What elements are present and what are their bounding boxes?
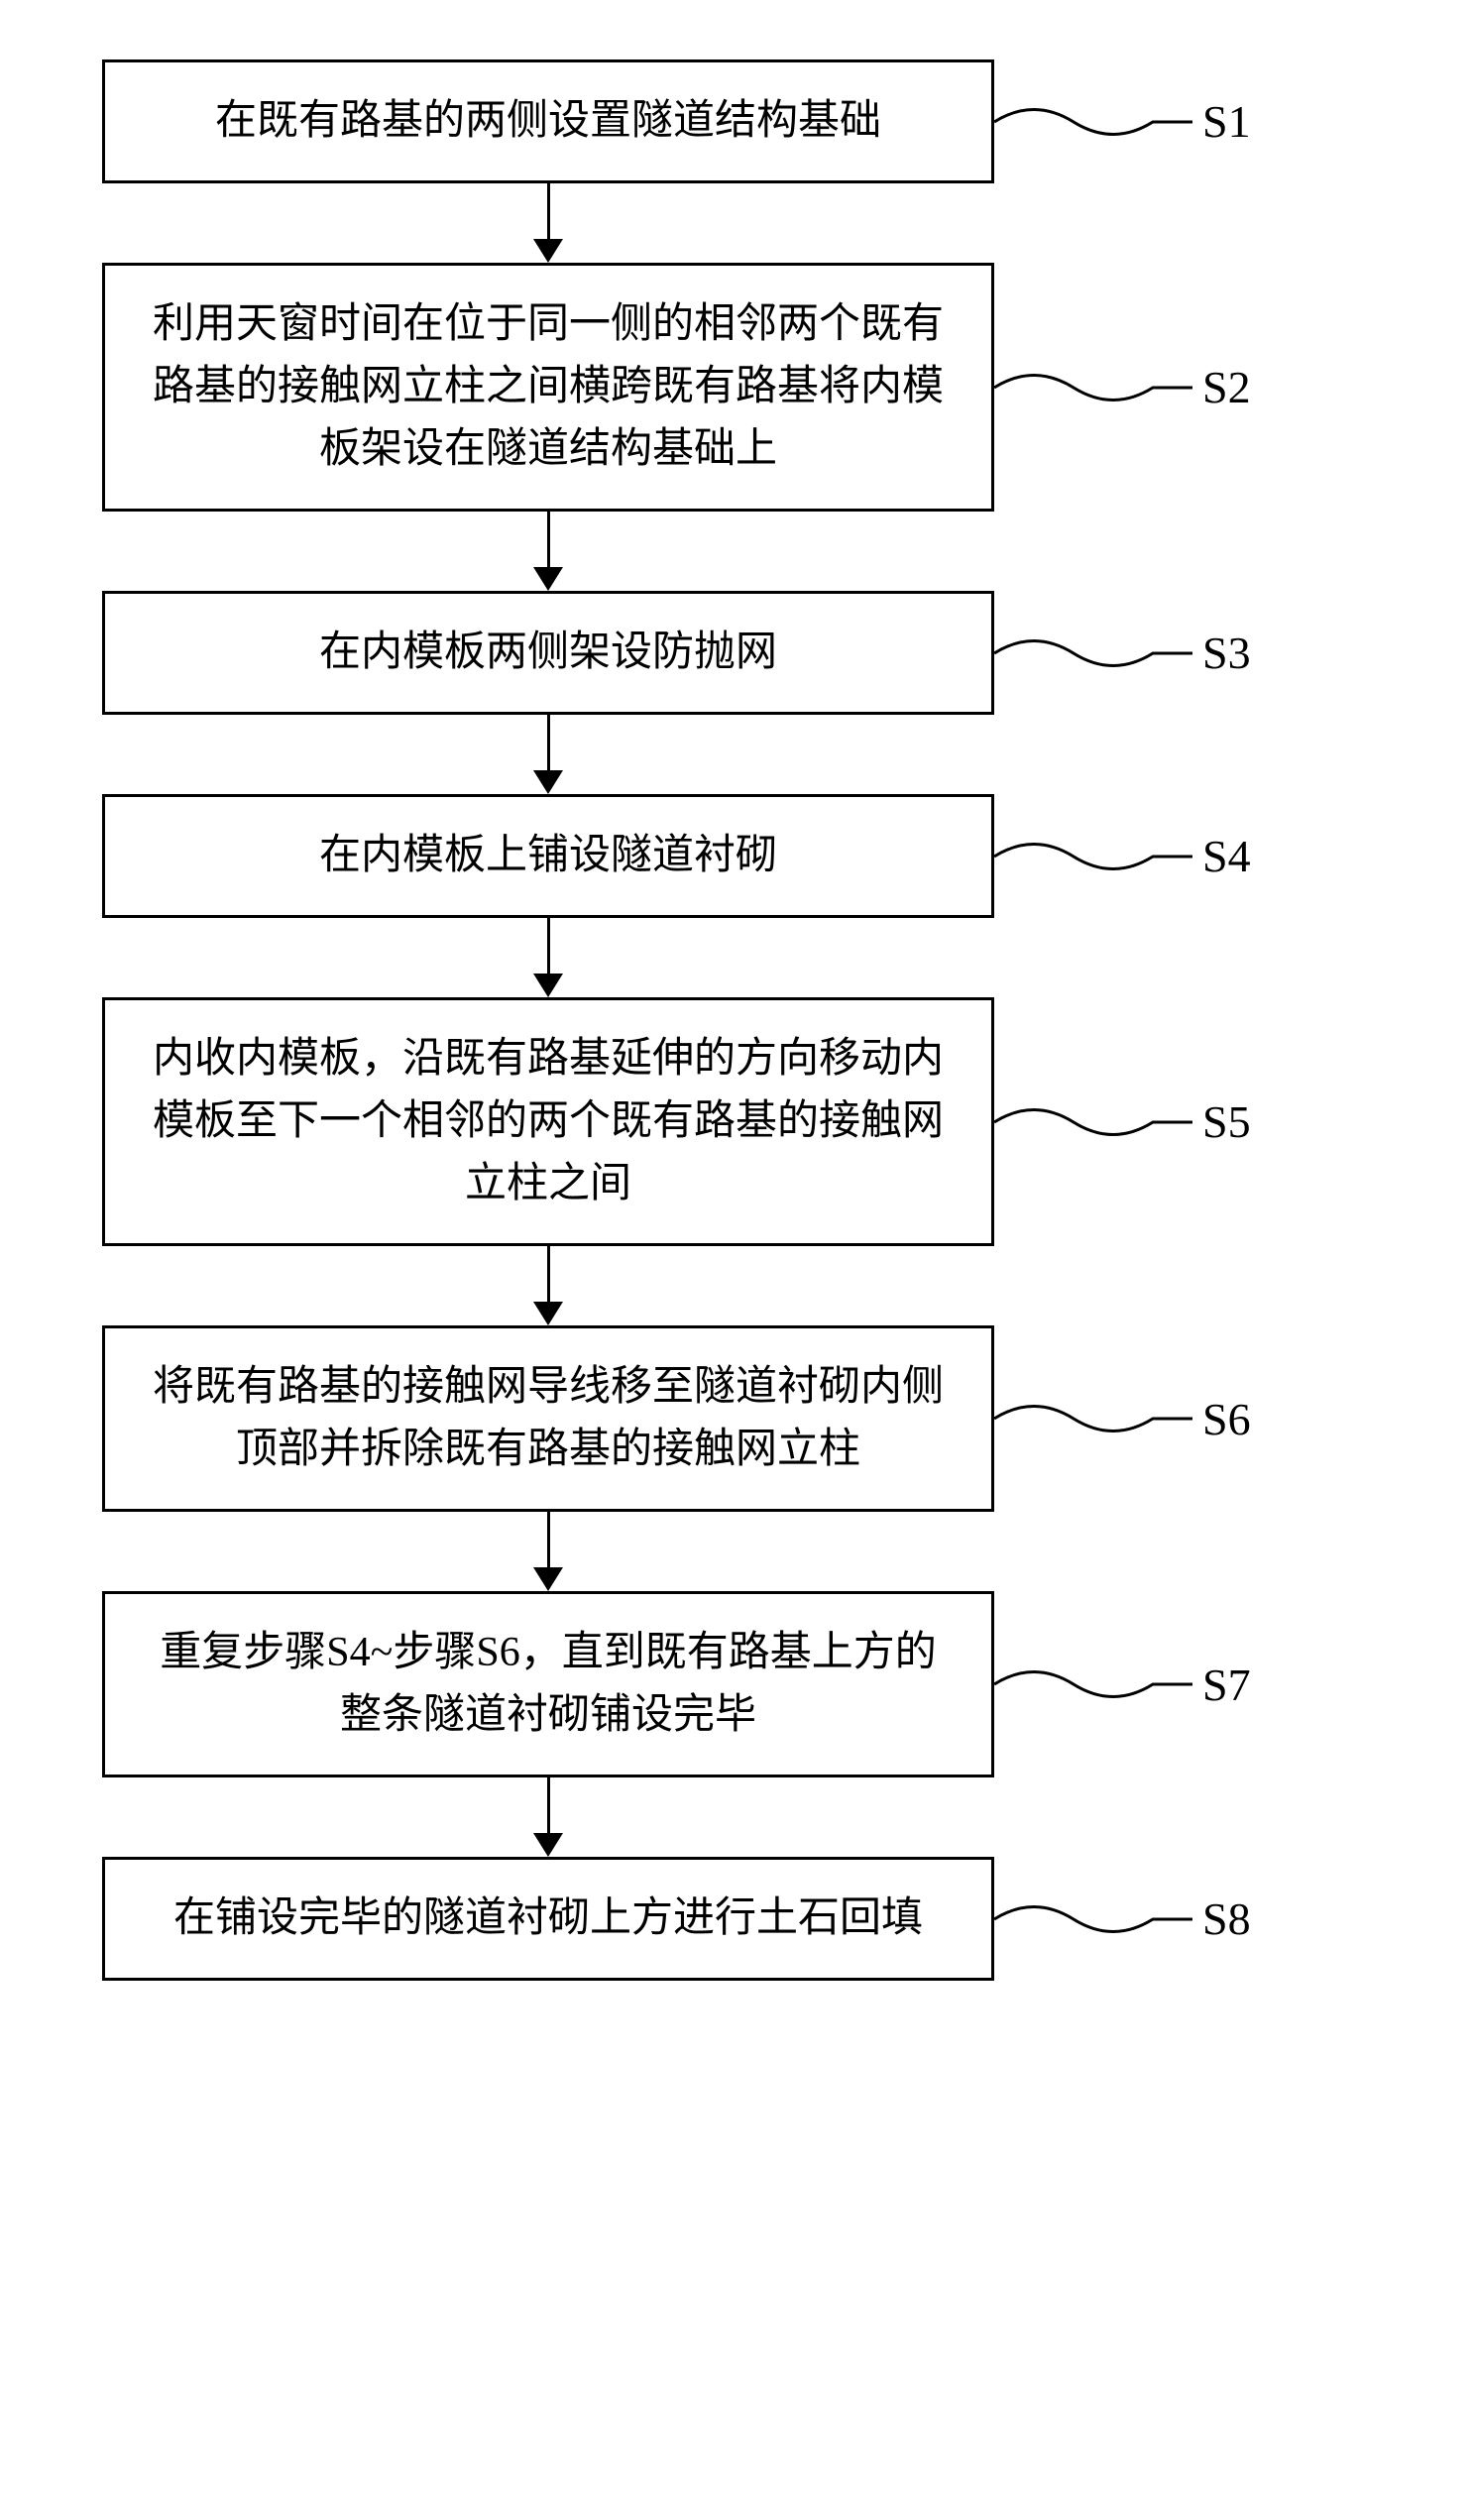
step-box-s8: 在铺设完毕的隧道衬砌上方进行土石回填: [102, 1857, 994, 1981]
step-label-s7: S7: [1202, 1659, 1251, 1711]
step-row-s4: 在内模板上铺设隧道衬砌 S4: [43, 794, 1430, 918]
step-row-s2: 利用天窗时间在位于同一侧的相邻两个既有路基的接触网立柱之间横跨既有路基将内模板架…: [43, 263, 1430, 512]
connector-curve: [994, 92, 1192, 152]
arrow-shaft: [547, 715, 550, 770]
arrow-head-icon: [533, 1833, 563, 1857]
step-connector-wrap: S7: [994, 1655, 1430, 1714]
arrow-shaft: [547, 1512, 550, 1567]
step-connector-wrap: S3: [994, 624, 1430, 683]
step-connector-wrap: S6: [994, 1389, 1430, 1448]
arrow-shaft: [547, 1777, 550, 1833]
step-box-s6: 将既有路基的接触网导线移至隧道衬砌内侧顶部并拆除既有路基的接触网立柱: [102, 1325, 994, 1512]
arrow-head-icon: [533, 567, 563, 591]
step-connector-wrap: S8: [994, 1890, 1430, 1949]
flowchart-container: 在既有路基的两侧设置隧道结构基础 S1 利用天窗时间在位于同一侧的相邻两个既有路基…: [43, 59, 1430, 1981]
step-box-s1: 在既有路基的两侧设置隧道结构基础: [102, 59, 994, 183]
connector-curve: [994, 827, 1192, 886]
arrow-head-icon: [533, 1302, 563, 1325]
connector-curve: [994, 1389, 1192, 1448]
step-connector-wrap: S1: [994, 92, 1430, 152]
step-connector-wrap: S2: [994, 358, 1430, 417]
connector-curve: [994, 358, 1192, 417]
step-box-s3: 在内模板两侧架设防抛网: [102, 591, 994, 715]
arrow-s5-to-s6: [102, 1246, 994, 1325]
step-row-s5: 内收内模板，沿既有路基延伸的方向移动内模板至下一个相邻的两个既有路基的接触网立柱…: [43, 997, 1430, 1246]
step-box-s7: 重复步骤S4~步骤S6，直到既有路基上方的整条隧道衬砌铺设完毕: [102, 1591, 994, 1777]
arrow-s2-to-s3: [102, 512, 994, 591]
step-connector-wrap: S5: [994, 1092, 1430, 1152]
arrow-s4-to-s5: [102, 918, 994, 997]
step-row-s1: 在既有路基的两侧设置隧道结构基础 S1: [43, 59, 1430, 183]
connector-curve: [994, 1655, 1192, 1714]
arrow-head-icon: [533, 974, 563, 997]
arrow-shaft: [547, 1246, 550, 1302]
step-row-s7: 重复步骤S4~步骤S6，直到既有路基上方的整条隧道衬砌铺设完毕 S7: [43, 1591, 1430, 1777]
arrow-s7-to-s8: [102, 1777, 994, 1857]
connector-curve: [994, 1092, 1192, 1152]
arrow-s6-to-s7: [102, 1512, 994, 1591]
arrow-shaft: [547, 183, 550, 239]
arrow-s3-to-s4: [102, 715, 994, 794]
arrow-shaft: [547, 512, 550, 567]
arrow-head-icon: [533, 1567, 563, 1591]
arrow-head-icon: [533, 239, 563, 263]
arrow-shaft: [547, 918, 550, 974]
step-label-s1: S1: [1202, 95, 1251, 148]
arrow-head-icon: [533, 770, 563, 794]
step-label-s6: S6: [1202, 1393, 1251, 1445]
step-connector-wrap: S4: [994, 827, 1430, 886]
step-label-s8: S8: [1202, 1892, 1251, 1945]
connector-curve: [994, 624, 1192, 683]
step-label-s2: S2: [1202, 361, 1251, 413]
step-box-s2: 利用天窗时间在位于同一侧的相邻两个既有路基的接触网立柱之间横跨既有路基将内模板架…: [102, 263, 994, 512]
step-box-s4: 在内模板上铺设隧道衬砌: [102, 794, 994, 918]
arrow-s1-to-s2: [102, 183, 994, 263]
connector-curve: [994, 1890, 1192, 1949]
step-label-s3: S3: [1202, 627, 1251, 679]
step-label-s4: S4: [1202, 830, 1251, 882]
step-row-s8: 在铺设完毕的隧道衬砌上方进行土石回填 S8: [43, 1857, 1430, 1981]
step-label-s5: S5: [1202, 1095, 1251, 1148]
step-box-s5: 内收内模板，沿既有路基延伸的方向移动内模板至下一个相邻的两个既有路基的接触网立柱…: [102, 997, 994, 1246]
step-row-s3: 在内模板两侧架设防抛网 S3: [43, 591, 1430, 715]
step-row-s6: 将既有路基的接触网导线移至隧道衬砌内侧顶部并拆除既有路基的接触网立柱 S6: [43, 1325, 1430, 1512]
